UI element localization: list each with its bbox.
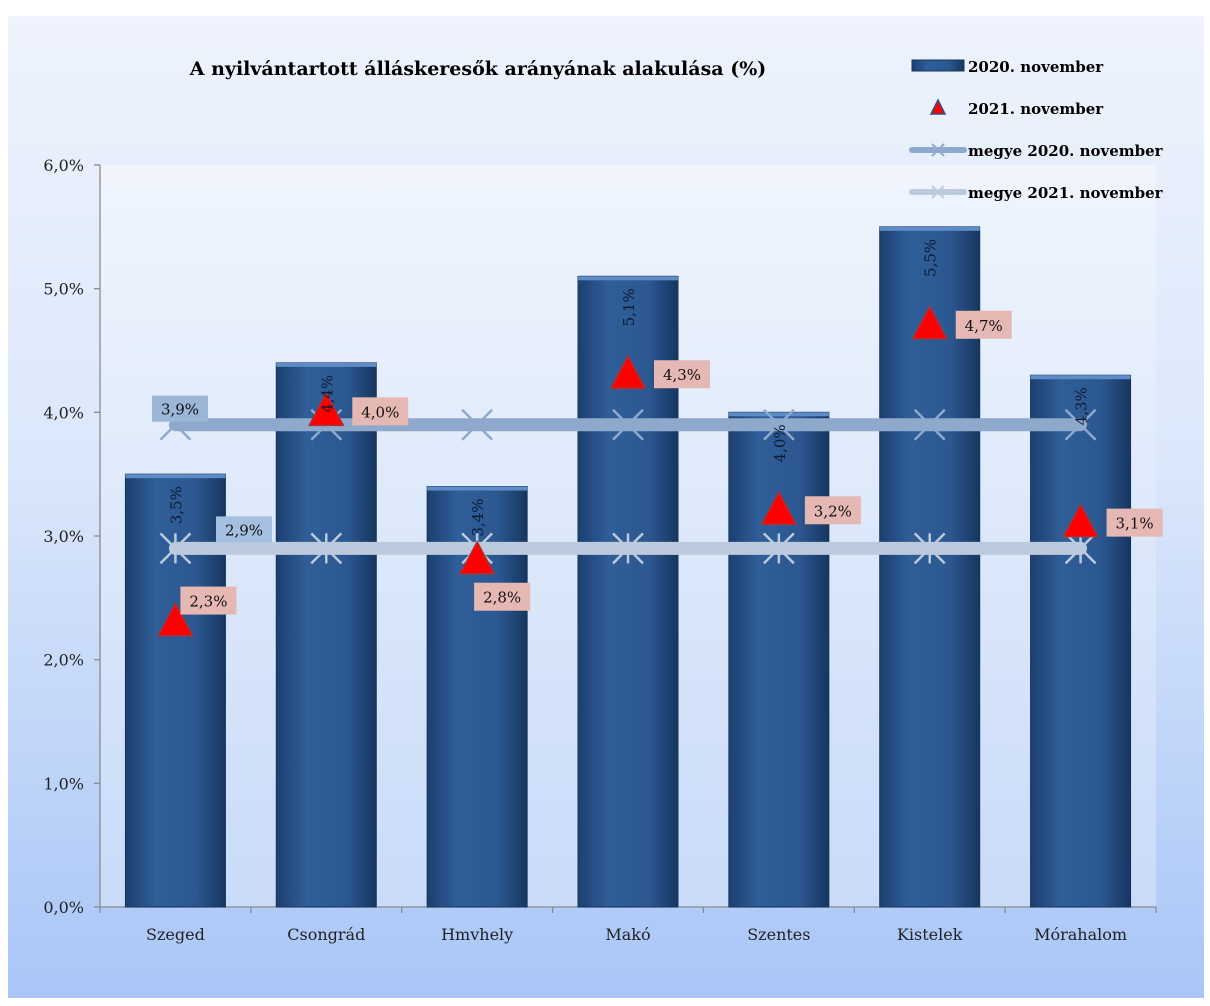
data-labels: 3,5% 4,4% 3,4% 5,1% 4,0% 5,5% 4,3% 3,9% 2,9% 2,3%… (152, 239, 1163, 615)
triangle-marker (308, 391, 345, 427)
x-tick-label: Csongrád (287, 925, 365, 944)
bar-highlight (728, 412, 829, 417)
bar-highlight (1030, 375, 1131, 380)
marker-value-box (474, 582, 531, 611)
line-x-marker (913, 408, 946, 441)
marker-value-box (180, 586, 237, 615)
legend-swatch-triangle (929, 98, 947, 115)
bar-value-label: 4,0% (771, 424, 789, 462)
bar-value-label: 3,4% (469, 499, 487, 537)
marker-value-label: 4,3% (663, 366, 701, 384)
line-x-marker (762, 408, 795, 441)
bars-2020 (124, 226, 1132, 908)
bar-value-label: 4,3% (1073, 387, 1091, 425)
marker-value-box (955, 310, 1012, 339)
county-2021-label-box (216, 516, 272, 543)
legend-swatch-x (931, 143, 945, 157)
y-tick-label: 2,0% (43, 651, 84, 670)
x-tick-label: Szentes (747, 925, 810, 944)
x-tick-label: Makó (605, 925, 650, 944)
y-tick-label: 1,0% (43, 774, 84, 793)
x-tick-label: Mórahalom (1034, 925, 1127, 944)
triangle-marker (1062, 503, 1099, 538)
marker-value-box (1106, 508, 1163, 537)
legend: 2020. november 2021. november megye 2020. … (909, 58, 1164, 202)
bar-highlight (427, 486, 528, 491)
triangle-marker (458, 540, 496, 575)
marker-value-label: 4,7% (965, 317, 1003, 335)
county-2020-label: 3,9% (161, 401, 199, 419)
x-tick-label: Szeged (146, 925, 205, 944)
county-2020-label-box (152, 395, 208, 422)
x-tick-label: Kistelek (897, 925, 963, 944)
bar-value-label: 5,1% (620, 288, 638, 326)
bar-highlight (125, 474, 226, 479)
marker-value-label: 3,1% (1116, 515, 1154, 533)
y-tick-label: 5,0% (43, 280, 84, 299)
x-tick-label: Hmvhely (441, 925, 513, 944)
legend-swatch-bar (911, 59, 965, 72)
y-tick-label: 3,0% (43, 527, 84, 546)
bar-value-label: 4,4% (318, 375, 336, 413)
y-tick-label: 0,0% (43, 898, 84, 917)
bar-highlight (578, 276, 678, 281)
bar-value-label: 3,5% (167, 486, 185, 524)
bar-highlight (879, 226, 980, 231)
line-x-marker (461, 408, 494, 441)
bar (879, 226, 981, 908)
triangle-marker (911, 305, 948, 340)
triangle-marker (157, 601, 194, 637)
legend-label: megye 2020. november (968, 142, 1164, 160)
marker-value-box (352, 397, 409, 426)
marker-value-label: 2,3% (189, 593, 227, 611)
line-x-marker (1064, 408, 1097, 441)
bar-highlight (276, 362, 377, 367)
y-tick-label: 6,0% (43, 156, 84, 175)
marker-value-label: 4,0% (361, 403, 399, 421)
line-x-marker (612, 408, 644, 441)
axes: 0,0% 1,0% 2,0% 3,0% 4,0% 5,0% 6,0% Szeged Csongr… (43, 156, 1157, 944)
legend-swatch-x (931, 185, 945, 199)
legend-label: 2020. november (968, 58, 1104, 76)
marker-value-box (654, 360, 710, 389)
bar (728, 411, 830, 908)
marker-value-label: 3,2% (814, 502, 852, 520)
bar-value-label: 5,5% (922, 239, 940, 277)
marker-value-box (804, 496, 861, 525)
bar (275, 362, 377, 908)
markers-2021 (157, 305, 1099, 637)
marker-value-label: 2,8% (483, 589, 521, 607)
y-tick-label: 4,0% (43, 403, 84, 422)
legend-label: 2021. november (968, 100, 1104, 118)
triangle-marker (609, 354, 647, 389)
bar (1030, 374, 1132, 908)
chart-title: A nyilvántartott álláskeresők arányának … (189, 58, 767, 80)
triangle-marker (760, 490, 798, 526)
county-2021-label: 2,9% (225, 521, 263, 539)
legend-label: megye 2021. november (968, 184, 1164, 202)
